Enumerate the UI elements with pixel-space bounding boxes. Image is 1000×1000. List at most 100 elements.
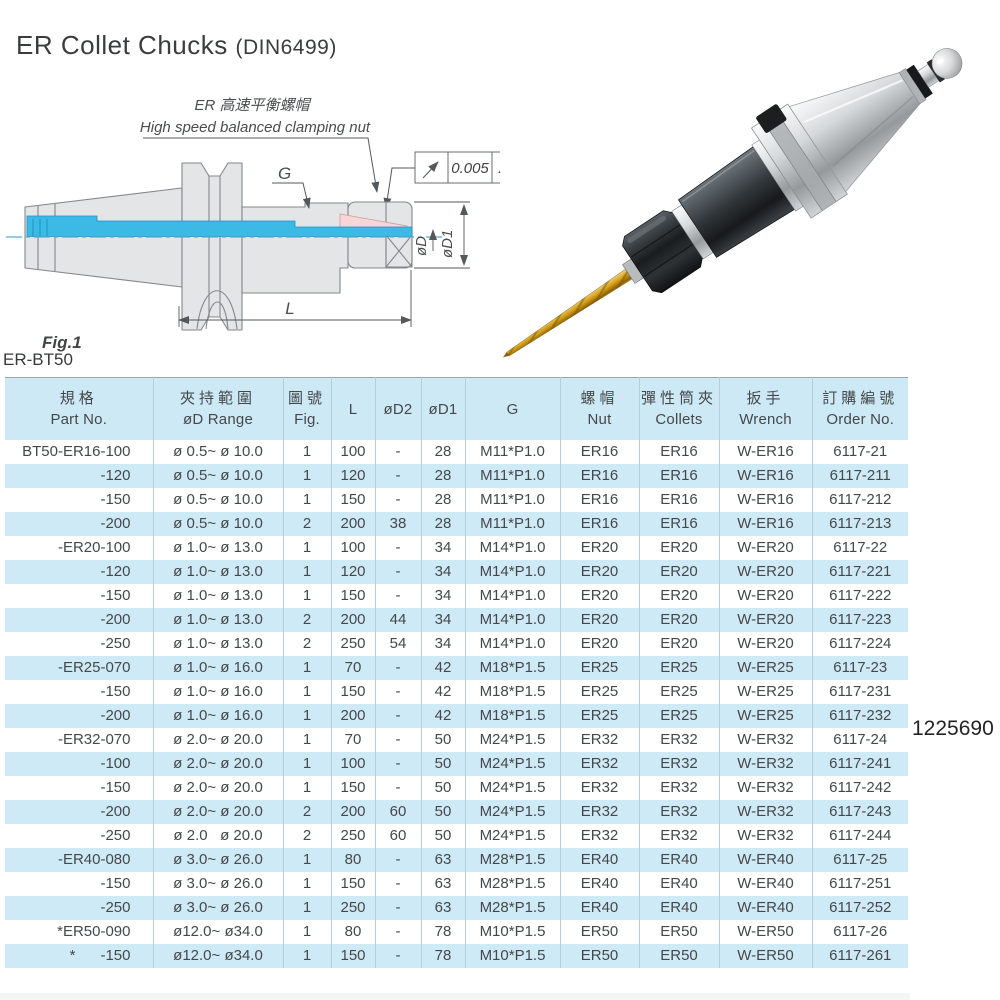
cell-fig: 1 <box>283 944 332 968</box>
cell-d-range: ø 1.0~ ø 13.0 <box>153 608 284 632</box>
cell-l: 250 <box>331 824 376 848</box>
cell-l: 200 <box>331 512 376 536</box>
page-title-main: ER Collet Chucks <box>16 30 228 60</box>
cell-l: 200 <box>331 704 376 728</box>
cell-fig: 2 <box>283 800 332 824</box>
g-leader-line <box>272 182 311 209</box>
cell-l: 150 <box>331 872 376 896</box>
cell-order-no: 6117-231 <box>829 683 892 700</box>
cell-d-range: ø 2.0 ø 20.0 <box>153 824 284 848</box>
cell-nut: ER40 <box>560 848 640 872</box>
v-flange <box>181 162 243 331</box>
cell-g: M14*P1.0 <box>465 608 561 632</box>
cell-d1: 28 <box>421 512 466 536</box>
cell-order-no: 6117-222 <box>829 587 892 604</box>
cell-order-no: 6117-243 <box>829 803 892 820</box>
cell-g: M11*P1.0 <box>465 464 561 488</box>
cell-part-no: -ER32-070 <box>5 728 154 752</box>
cell-d1: 42 <box>421 656 466 680</box>
cell-fig: 1 <box>283 560 332 584</box>
cell-fig: 1 <box>283 536 332 560</box>
figure-caption: Fig.1 <box>42 333 82 352</box>
col-g: G <box>465 377 561 440</box>
table-body: BT50-ER16-100 ø 0.5~ ø 10.0 1 100 - 28 M… <box>5 440 908 968</box>
cell-part-no: -ER20-100 <box>5 536 154 560</box>
cell-order-no: 6117-25 <box>833 851 888 868</box>
table-row: -150 ø 1.0~ ø 16.0 1 150 - 42 M18*P1.5 E… <box>5 680 908 704</box>
cell-order-no: 6117-24 <box>833 731 888 748</box>
cell-order-no: 6117-21 <box>833 443 888 460</box>
cell-collets: ER32 <box>639 776 720 800</box>
cell-collets: ER50 <box>639 920 720 944</box>
cell-fig: 1 <box>283 776 332 800</box>
table-header: 規格 Part No. 夾持範圍 øD Range 圖號 Fig. L øD2 øD1… <box>5 377 908 440</box>
cell-order-no: 6117-212 <box>829 491 892 508</box>
tolerance-leader-line <box>383 167 415 209</box>
cell-d-range: ø 2.0~ ø 20.0 <box>153 776 284 800</box>
callout-en: High speed balanced clamping nut <box>140 119 371 136</box>
cell-nut: ER25 <box>560 656 640 680</box>
cell-order-no: 6117-26 <box>833 923 888 940</box>
cell-wrench: W-ER32 <box>719 752 813 776</box>
cell-d-range: ø 1.0~ ø 16.0 <box>153 656 284 680</box>
cell-l: 70 <box>331 728 376 752</box>
cell-d1: 50 <box>421 728 466 752</box>
cell-nut: ER40 <box>560 896 640 920</box>
cell-l: 70 <box>331 656 376 680</box>
cell-d-range: ø 2.0~ ø 20.0 <box>153 800 284 824</box>
cell-d-range: ø 3.0~ ø 26.0 <box>153 848 284 872</box>
cell-wrench: W-ER20 <box>719 608 813 632</box>
label-g: G <box>278 164 291 183</box>
cell-d2: - <box>375 656 422 680</box>
cell-collets: ER20 <box>639 584 720 608</box>
col-wrench: 扳手 Wrench <box>719 377 813 440</box>
cell-d2: 60 <box>375 800 422 824</box>
cell-order-no: 6117-224 <box>829 635 892 652</box>
table-row: -200 ø 2.0~ ø 20.0 2 200 60 50 M24*P1.5 … <box>5 800 908 824</box>
cell-order-no: 6117-23 <box>833 659 888 676</box>
cell-wrench: W-ER16 <box>719 440 813 464</box>
table-row: -ER32-070 ø 2.0~ ø 20.0 1 70 - 50 M24*P1… <box>5 728 908 752</box>
cell-wrench: W-ER50 <box>719 944 813 968</box>
cell-collets: ER16 <box>639 440 720 464</box>
cell-d1: 63 <box>421 896 466 920</box>
tolerance-value: 0.005 <box>451 160 489 177</box>
cell-d-range: ø 3.0~ ø 26.0 <box>153 872 284 896</box>
cell-nut: ER25 <box>560 680 640 704</box>
cell-collets: ER40 <box>639 872 720 896</box>
cell-part-no: BT50-ER16-100 <box>5 440 154 464</box>
cell-d-range: ø 1.0~ ø 13.0 <box>153 584 284 608</box>
cell-wrench: W-ER16 <box>719 512 813 536</box>
cell-order-no: 6117-22 <box>833 539 888 556</box>
cell-d1: 50 <box>421 776 466 800</box>
table-row: -200 ø 0.5~ ø 10.0 2 200 38 28 M11*P1.0 … <box>5 512 908 536</box>
cell-g: M11*P1.0 <box>465 488 561 512</box>
cell-d2: - <box>375 680 422 704</box>
cell-d1: 34 <box>421 560 466 584</box>
cell-d1: 50 <box>421 752 466 776</box>
cell-fig: 2 <box>283 512 332 536</box>
cell-d1: 34 <box>421 584 466 608</box>
table-row: -250 ø 1.0~ ø 13.0 2 250 54 34 M14*P1.0 … <box>5 632 908 656</box>
cell-g: M10*P1.5 <box>465 944 561 968</box>
cell-wrench: W-ER32 <box>719 800 813 824</box>
cell-fig: 1 <box>283 680 332 704</box>
col-fig: 圖號 Fig. <box>283 377 332 440</box>
cell-d-range: ø 3.0~ ø 26.0 <box>153 896 284 920</box>
cell-l: 250 <box>331 632 376 656</box>
cell-d-range: ø12.0~ ø34.0 <box>153 920 284 944</box>
cell-wrench: W-ER32 <box>719 728 813 752</box>
col-part-no: 規格 Part No. <box>5 377 154 440</box>
cell-part-no: -150 <box>5 584 154 608</box>
cell-collets: ER32 <box>639 728 720 752</box>
cell-d2: - <box>375 488 422 512</box>
cell-g: M10*P1.5 <box>465 920 561 944</box>
drill-bit <box>502 268 634 358</box>
cell-part-no: -200 <box>5 512 154 536</box>
table-row: -ER40-080 ø 3.0~ ø 26.0 1 80 - 63 M28*P1… <box>5 848 908 872</box>
cell-d1: 63 <box>421 872 466 896</box>
cell-g: M11*P1.0 <box>465 440 561 464</box>
cell-g: M18*P1.5 <box>465 704 561 728</box>
cell-collets: ER20 <box>639 608 720 632</box>
cell-nut: ER25 <box>560 704 640 728</box>
